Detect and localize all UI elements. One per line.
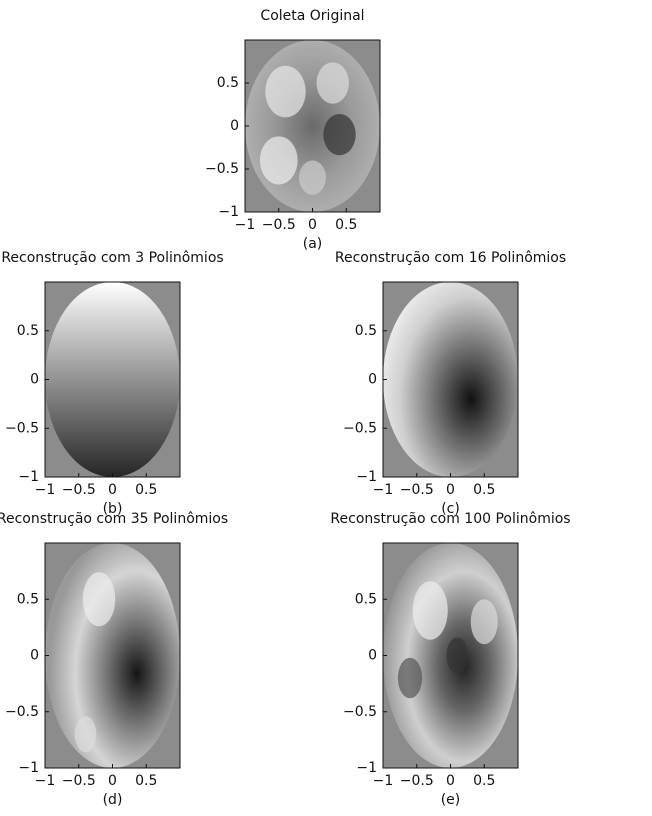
y-tick-label: −0.5 xyxy=(343,704,377,720)
panel-title: Reconstrução com 16 Polinômios xyxy=(335,250,566,266)
x-tick-label: 0 xyxy=(446,482,455,498)
y-tick-label: −0.5 xyxy=(5,704,39,720)
y-tick-label: −0.5 xyxy=(5,420,39,436)
image-blob xyxy=(471,599,498,644)
image-blob xyxy=(260,136,298,184)
y-tick-label: 0 xyxy=(230,118,239,134)
panel-caption: (e) xyxy=(441,792,461,808)
x-tick-label: 0.5 xyxy=(335,217,357,233)
y-tick-label: 0 xyxy=(368,372,377,388)
x-tick-label: −0.5 xyxy=(62,773,96,789)
x-tick-label: 0.5 xyxy=(473,482,495,498)
image-blob xyxy=(75,716,97,752)
x-tick-label: 0.5 xyxy=(473,773,495,789)
panel-caption: (d) xyxy=(103,792,123,808)
y-tick-label: 0.5 xyxy=(17,591,39,607)
x-tick-label: −0.5 xyxy=(400,773,434,789)
image-blob xyxy=(398,658,422,699)
panel-title: Reconstrução com 35 Polinômios xyxy=(0,511,228,527)
y-tick-label: −1 xyxy=(18,760,39,776)
image-blob xyxy=(317,62,349,103)
panel: Reconstrução com 100 Polinômios −1 −0.5 0 0.… xyxy=(330,511,570,808)
x-tick-label: −0.5 xyxy=(262,217,296,233)
image-blob xyxy=(299,160,326,194)
y-tick-label: −1 xyxy=(356,469,377,485)
y-tick-label: 0.5 xyxy=(355,591,377,607)
y-tick-label: 0 xyxy=(30,372,39,388)
image xyxy=(383,282,518,477)
image-blob xyxy=(323,114,355,155)
x-tick-label: 0 xyxy=(446,773,455,789)
y-tick-label: 0.5 xyxy=(17,323,39,339)
panel-title: Coleta Original xyxy=(260,8,364,24)
x-tick-label: −0.5 xyxy=(400,482,434,498)
panel: Reconstrução com 3 Polinômios −1 −0.5 0 0.5 −… xyxy=(1,250,223,517)
image-field xyxy=(45,543,180,768)
panel-title: Reconstrução com 100 Polinômios xyxy=(330,511,570,527)
image-field xyxy=(383,282,518,477)
y-tick-label: 0.5 xyxy=(217,75,239,91)
y-tick-label: 0.5 xyxy=(355,323,377,339)
y-tick-label: 0 xyxy=(30,648,39,664)
y-tick-label: −1 xyxy=(218,204,239,220)
x-tick-label: −0.5 xyxy=(62,482,96,498)
x-tick-label: 0.5 xyxy=(135,773,157,789)
image xyxy=(245,40,380,212)
panel: Reconstrução com 16 Polinômios −1 −0.5 0 0.5… xyxy=(335,250,566,517)
x-tick-label: 0 xyxy=(108,773,117,789)
panel: Reconstrução com 35 Polinômios −1 −0.5 0 0.5… xyxy=(0,511,228,808)
image-blob xyxy=(413,581,448,640)
image-field xyxy=(45,282,180,477)
image xyxy=(383,543,518,768)
y-tick-label: −1 xyxy=(356,760,377,776)
y-tick-label: 0 xyxy=(368,648,377,664)
image-blob xyxy=(83,572,115,626)
image-blob xyxy=(265,66,306,118)
x-tick-label: 0 xyxy=(108,482,117,498)
image xyxy=(45,282,180,477)
image-blob xyxy=(446,638,468,674)
image xyxy=(45,543,180,768)
x-tick-label: 0 xyxy=(308,217,317,233)
panel-title: Reconstrução com 3 Polinômios xyxy=(1,250,223,266)
figure: Coleta Original −1 −0.5 0 0.5 −1 −0.5 0 0.5 (a) Re… xyxy=(0,0,652,812)
x-tick-label: 0.5 xyxy=(135,482,157,498)
y-tick-label: −0.5 xyxy=(205,161,239,177)
panel-caption: (a) xyxy=(303,236,323,252)
y-tick-label: −0.5 xyxy=(343,420,377,436)
y-tick-label: −1 xyxy=(18,469,39,485)
